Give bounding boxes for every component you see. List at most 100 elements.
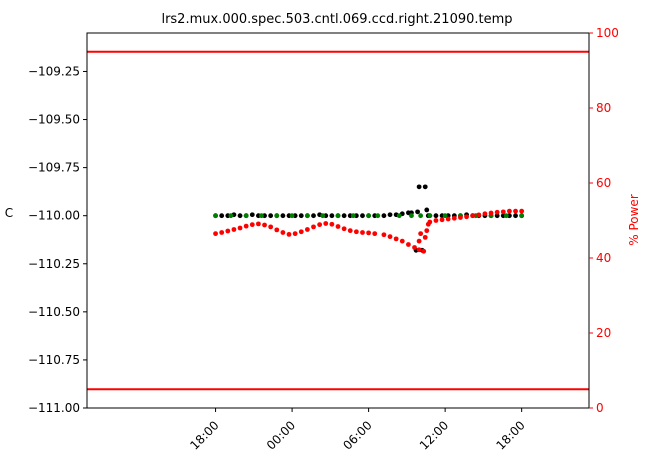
data-point — [418, 231, 424, 237]
data-point — [298, 229, 304, 235]
data-point — [323, 221, 329, 226]
data-point — [280, 230, 286, 235]
data-point — [519, 208, 525, 214]
data-point — [360, 230, 365, 235]
data-point — [427, 219, 433, 225]
data-point — [396, 213, 402, 219]
data-point — [289, 213, 295, 219]
data-point — [375, 213, 381, 219]
data-point — [298, 213, 304, 219]
data-point — [503, 213, 509, 219]
data-point — [482, 211, 488, 217]
data-point — [335, 224, 341, 229]
data-point — [470, 213, 476, 219]
data-point — [249, 212, 255, 218]
data-point — [387, 212, 393, 218]
data-point — [237, 213, 243, 219]
chart-title: lrs2.mux.000.spec.503.cntl.069.ccd.right… — [161, 12, 512, 27]
data-point — [500, 209, 506, 215]
data-point — [231, 227, 237, 232]
data-point — [381, 213, 387, 219]
data-point — [256, 221, 261, 227]
y2-tick-label: 0 — [596, 401, 604, 415]
data-point — [412, 245, 417, 250]
data-point — [433, 218, 439, 223]
data-point — [304, 213, 310, 219]
data-point — [372, 231, 378, 237]
y-tick-label: −110.25 — [28, 257, 80, 271]
data-point — [249, 222, 255, 228]
data-point — [320, 213, 326, 219]
data-point — [280, 213, 286, 219]
data-point — [513, 208, 518, 214]
data-point — [225, 228, 231, 234]
data-point — [350, 213, 356, 219]
y-tick-label: −110.50 — [28, 305, 80, 319]
plot-frame — [86, 32, 590, 409]
data-point — [286, 231, 292, 237]
data-point — [329, 221, 335, 227]
data-point — [409, 213, 414, 219]
data-point — [439, 217, 445, 223]
data-point — [237, 225, 243, 231]
data-point — [488, 210, 494, 216]
data-point — [421, 248, 427, 254]
y2-tick-label: 20 — [596, 326, 611, 340]
data-point — [304, 227, 310, 232]
y-tick-label: −110.75 — [28, 353, 80, 367]
data-point — [393, 236, 399, 242]
data-point — [347, 228, 353, 234]
data-point — [366, 230, 372, 236]
y2-tick-label: 40 — [596, 251, 611, 265]
data-point — [427, 213, 433, 219]
y2-tick-label: 100 — [596, 26, 619, 40]
data-point — [416, 184, 422, 190]
data-point — [513, 213, 518, 219]
data-point — [424, 228, 430, 234]
data-point — [262, 222, 267, 228]
data-point — [335, 213, 341, 219]
data-point — [274, 213, 280, 219]
data-point — [416, 238, 422, 244]
data-point — [451, 215, 457, 221]
data-point — [422, 234, 428, 240]
y-tick-label: −111.00 — [28, 401, 80, 415]
y-tick-label: −109.75 — [28, 161, 80, 175]
data-point — [494, 213, 500, 219]
data-point — [268, 213, 274, 219]
data-point — [464, 214, 469, 220]
y-axis-label: C — [5, 206, 13, 220]
data-point — [353, 229, 359, 235]
data-point — [259, 213, 264, 219]
data-point — [360, 213, 365, 219]
data-point — [243, 223, 249, 229]
data-point — [213, 213, 218, 219]
data-point — [219, 230, 225, 235]
plot-area — [87, 50, 589, 391]
data-point — [292, 231, 298, 237]
y-tick-label: −109.50 — [28, 113, 80, 127]
y2-axis-label: % Power — [627, 194, 641, 246]
y-tick-label: −109.25 — [28, 64, 80, 78]
data-point — [406, 242, 411, 247]
data-point — [399, 238, 405, 244]
data-point — [424, 207, 430, 213]
data-point — [317, 222, 323, 228]
data-point — [445, 216, 451, 222]
data-point — [219, 213, 225, 219]
data-point — [268, 224, 274, 230]
data-point — [329, 213, 335, 219]
data-point — [416, 247, 422, 253]
data-point — [494, 209, 500, 215]
data-point — [458, 215, 463, 220]
y-tick-label: −110.00 — [28, 209, 80, 223]
data-point — [311, 213, 316, 219]
data-point — [228, 213, 234, 219]
data-point — [415, 209, 420, 215]
data-point — [476, 212, 482, 218]
data-point — [381, 232, 387, 238]
data-point — [442, 213, 448, 219]
data-point — [311, 224, 316, 230]
